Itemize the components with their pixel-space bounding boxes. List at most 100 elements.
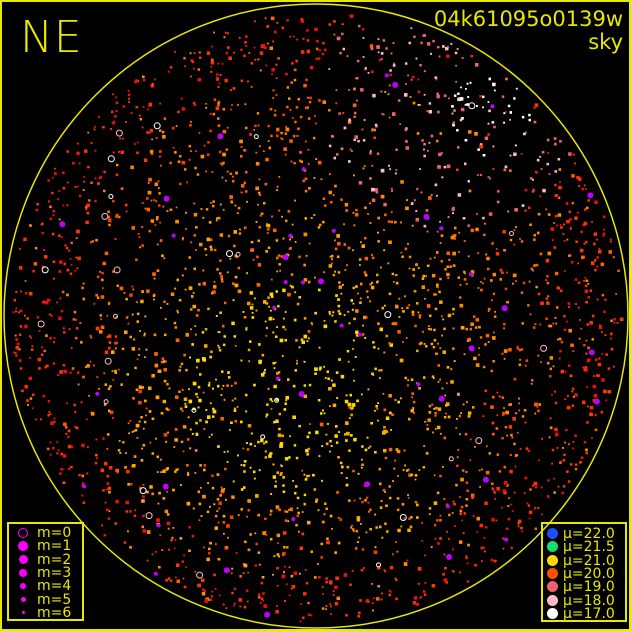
star [236, 406, 239, 408]
star [14, 352, 17, 354]
star [489, 177, 491, 180]
star [604, 334, 607, 337]
star [267, 387, 270, 390]
star [455, 64, 457, 67]
star [67, 429, 71, 433]
star [77, 371, 80, 374]
star [42, 300, 45, 304]
star [479, 336, 483, 339]
star [140, 299, 144, 304]
star [203, 428, 206, 430]
star [451, 105, 454, 108]
star [492, 336, 496, 340]
star [531, 484, 535, 487]
star [245, 410, 248, 413]
star [334, 184, 337, 188]
star [328, 68, 331, 70]
star [177, 160, 181, 163]
star [521, 204, 525, 207]
star [364, 448, 368, 452]
star [270, 408, 273, 410]
star [219, 259, 222, 262]
star [582, 366, 585, 369]
star [331, 258, 333, 261]
star [62, 481, 66, 484]
star [278, 555, 280, 558]
star [273, 384, 277, 389]
star [90, 241, 92, 244]
star [114, 347, 117, 350]
star [440, 260, 443, 263]
star [278, 175, 281, 178]
star [585, 188, 587, 190]
star [216, 498, 220, 501]
star [560, 369, 565, 374]
catalog-star-marker [339, 323, 344, 328]
brightness-label: μ=18.0 [563, 592, 615, 609]
star [135, 423, 140, 428]
star [598, 247, 601, 250]
star [446, 382, 448, 385]
star [301, 511, 304, 513]
star [131, 285, 134, 288]
star [463, 278, 467, 281]
star [455, 427, 458, 429]
star [443, 416, 447, 419]
star [584, 366, 588, 369]
star [589, 412, 593, 417]
star [343, 223, 345, 226]
star [429, 328, 432, 331]
star [446, 402, 450, 406]
star [575, 240, 578, 243]
star [314, 27, 318, 32]
star [290, 587, 293, 590]
star [553, 246, 556, 249]
star [364, 337, 367, 339]
star [31, 393, 35, 396]
star [276, 584, 279, 587]
star [53, 277, 55, 280]
star [75, 256, 78, 259]
star [284, 328, 287, 331]
star [306, 340, 309, 342]
star [352, 302, 355, 305]
star [436, 425, 441, 430]
star [204, 590, 206, 592]
star [376, 309, 379, 312]
star [316, 39, 319, 43]
brightness-swatch [547, 581, 558, 593]
star [348, 160, 351, 163]
star [158, 192, 161, 195]
star [49, 412, 52, 415]
star [490, 405, 494, 409]
star [607, 367, 611, 370]
star [330, 605, 332, 608]
star [537, 231, 540, 235]
star [128, 432, 130, 435]
star [353, 138, 356, 142]
star [334, 551, 337, 554]
star [185, 566, 188, 569]
star [276, 372, 279, 375]
star [103, 189, 106, 193]
star [241, 184, 245, 188]
star [328, 173, 331, 176]
star [136, 358, 139, 361]
star [513, 97, 516, 100]
star [592, 384, 597, 389]
star [487, 122, 490, 125]
star [136, 312, 140, 316]
star [130, 165, 134, 170]
star [503, 490, 507, 495]
star [465, 557, 468, 560]
star [183, 353, 186, 357]
star [154, 182, 158, 186]
star [483, 233, 486, 237]
star [131, 313, 134, 316]
star [513, 229, 516, 231]
star [432, 346, 436, 349]
star [245, 328, 248, 331]
star [293, 78, 297, 82]
star [322, 197, 326, 200]
star [165, 407, 168, 411]
